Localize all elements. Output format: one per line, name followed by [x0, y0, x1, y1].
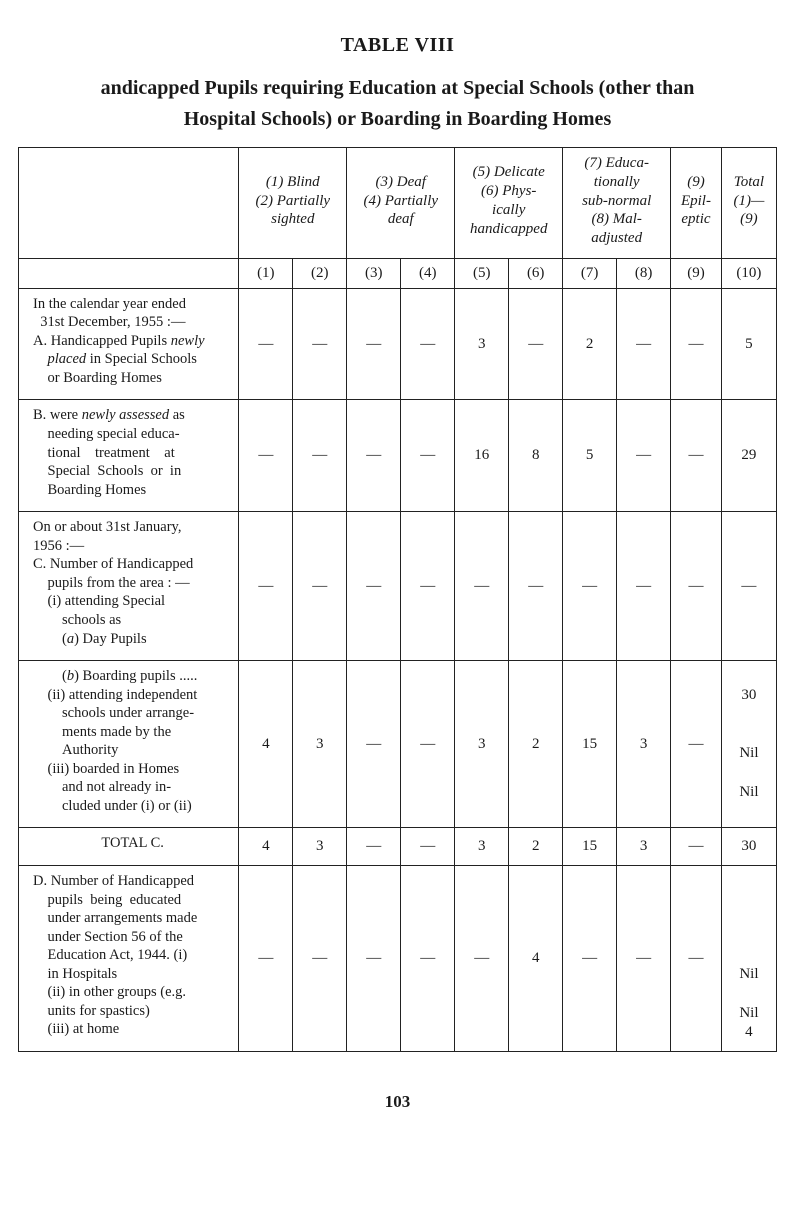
header-row-groups: (1) Blind(2) Partiallysighted (3) Deaf(4…	[19, 148, 777, 259]
cell: 3	[455, 288, 509, 400]
header-group-78: (7) Educa-tionallysub-normal(8) Mal-adju…	[563, 148, 671, 259]
cell: —	[617, 400, 671, 512]
cell: —	[721, 512, 776, 661]
col-num-2: (2)	[293, 258, 347, 288]
cell: 4	[509, 865, 563, 1051]
table-number: TABLE VIII	[18, 34, 777, 57]
row-c-a-stub: On or about 31st January, 1956 :— C. Num…	[19, 512, 239, 661]
cell: —	[455, 512, 509, 661]
header-group-9: (9)Epil-eptic	[671, 148, 722, 259]
row-a: In the calendar year ended 31st December…	[19, 288, 777, 400]
cell: —	[293, 400, 347, 512]
row-a-stub: In the calendar year ended 31st December…	[19, 288, 239, 400]
cell: 16	[455, 400, 509, 512]
cell: —	[347, 512, 401, 661]
cell: —	[401, 828, 455, 866]
cell: —	[563, 512, 617, 661]
cell: 3	[293, 828, 347, 866]
cell: —	[347, 865, 401, 1051]
cell: —	[401, 865, 455, 1051]
cell: —	[617, 865, 671, 1051]
cell: —	[671, 661, 722, 828]
cell: —	[239, 512, 293, 661]
col-num-5: (5)	[455, 258, 509, 288]
cell: 3	[617, 828, 671, 866]
cell: —	[617, 288, 671, 400]
page-number: 103	[18, 1092, 777, 1112]
cell: —	[401, 400, 455, 512]
row-d-stub: D. Number of Handicapped pupils being ed…	[19, 865, 239, 1051]
cell: —	[671, 512, 722, 661]
cell: —	[347, 828, 401, 866]
cell: 2	[563, 288, 617, 400]
row-d: D. Number of Handicapped pupils being ed…	[19, 865, 777, 1051]
cell: —	[347, 400, 401, 512]
cell: —	[509, 288, 563, 400]
row-c-b: (b) Boarding pupils ..... (ii) attending…	[19, 661, 777, 828]
cell: 30	[721, 828, 776, 866]
header-num-blank	[19, 258, 239, 288]
cell: 2	[509, 661, 563, 828]
cell: 5	[563, 400, 617, 512]
cell: 15	[563, 661, 617, 828]
header-blank	[19, 148, 239, 259]
col-num-9: (9)	[671, 258, 722, 288]
cell: 2	[509, 828, 563, 866]
cell-d-combined: Nil Nil 4	[721, 865, 776, 1051]
cell: —	[509, 512, 563, 661]
table-title-line2: Hospital Schools) or Boarding in Boardin…	[18, 106, 777, 133]
cell: —	[671, 288, 722, 400]
cell: —	[239, 288, 293, 400]
row-b: B. were newly assessed as needing specia…	[19, 400, 777, 512]
cell: —	[455, 865, 509, 1051]
cell: —	[401, 512, 455, 661]
cell: 3	[455, 828, 509, 866]
header-group-total: Total(1)—(9)	[721, 148, 776, 259]
cell: —	[401, 661, 455, 828]
header-row-numbers: (1) (2) (3) (4) (5) (6) (7) (8) (9) (10)	[19, 258, 777, 288]
table-title-line1: andicapped Pupils requiring Education at…	[18, 75, 777, 102]
cell: 3	[455, 661, 509, 828]
cell: —	[563, 865, 617, 1051]
cell: —	[671, 828, 722, 866]
cell: 29	[721, 400, 776, 512]
header-group-12: (1) Blind(2) Partiallysighted	[239, 148, 347, 259]
cell: —	[293, 512, 347, 661]
col-num-10: (10)	[721, 258, 776, 288]
cell: —	[347, 661, 401, 828]
cell: —	[239, 400, 293, 512]
cell: —	[239, 865, 293, 1051]
cell: —	[401, 288, 455, 400]
cell: 3	[617, 661, 671, 828]
cell: 4	[239, 828, 293, 866]
col-num-6: (6)	[509, 258, 563, 288]
row-c-total: TOTAL C. 4 3 — — 3 2 15 3 — 30	[19, 828, 777, 866]
cell-c-combined: 30 Nil Nil	[721, 661, 776, 828]
cell: —	[293, 288, 347, 400]
col-num-1: (1)	[239, 258, 293, 288]
pupils-table: (1) Blind(2) Partiallysighted (3) Deaf(4…	[18, 147, 777, 1052]
cell: 4	[239, 661, 293, 828]
col-num-7: (7)	[563, 258, 617, 288]
cell: 8	[509, 400, 563, 512]
cell: —	[671, 400, 722, 512]
row-b-stub: B. were newly assessed as needing specia…	[19, 400, 239, 512]
col-num-8: (8)	[617, 258, 671, 288]
row-c-a: On or about 31st January, 1956 :— C. Num…	[19, 512, 777, 661]
cell: 3	[293, 661, 347, 828]
cell: —	[293, 865, 347, 1051]
cell: —	[617, 512, 671, 661]
col-num-4: (4)	[401, 258, 455, 288]
cell: —	[347, 288, 401, 400]
cell: —	[671, 865, 722, 1051]
header-group-56: (5) Delicate(6) Phys-icallyhandicapped	[455, 148, 563, 259]
col-num-3: (3)	[347, 258, 401, 288]
header-group-34: (3) Deaf(4) Partiallydeaf	[347, 148, 455, 259]
cell: 15	[563, 828, 617, 866]
row-c-b-stub: (b) Boarding pupils ..... (ii) attending…	[19, 661, 239, 828]
row-c-total-stub: TOTAL C.	[19, 828, 239, 866]
cell: 5	[721, 288, 776, 400]
